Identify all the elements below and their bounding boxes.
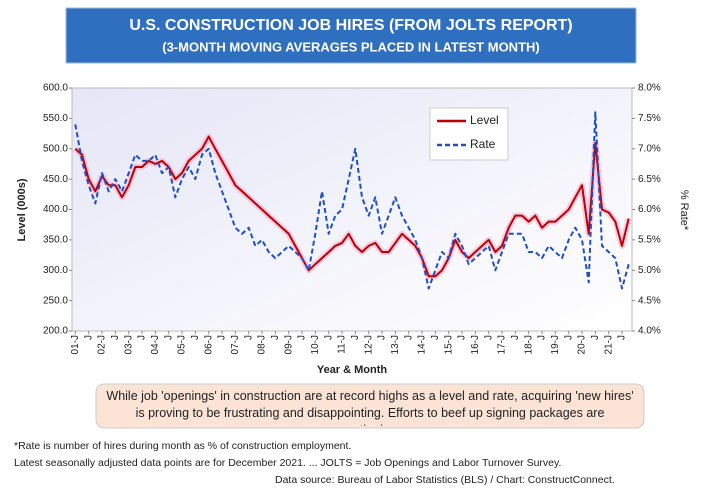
x-tick-label: J <box>243 335 254 340</box>
x-tick-label: 20-J <box>577 335 588 354</box>
y-axis-label: Level (000s) <box>16 178 28 241</box>
y2-tick-label: 7.5% <box>638 113 661 124</box>
y2-tick-label: 6.5% <box>638 174 661 185</box>
x-tick-label: J <box>403 335 414 340</box>
y-tick-label: 350.0 <box>43 235 68 246</box>
x-tick-label: J <box>457 335 468 340</box>
chart-title: U.S. CONSTRUCTION JOB HIRES (FROM JOLTS … <box>129 17 572 34</box>
x-tick-label: 11-J <box>337 335 348 354</box>
series-line <box>74 135 630 278</box>
legend-label: Level <box>470 113 499 127</box>
series-line <box>74 111 630 290</box>
x-tick-label: 01-J <box>70 335 81 354</box>
y-tick-label: 500.0 <box>43 143 68 154</box>
x-tick-label: J <box>510 335 521 340</box>
x-tick-label: J <box>377 335 388 340</box>
footnote: Data source: Bureau of Labor Statistics … <box>275 474 615 486</box>
x-tick-label: J <box>563 335 574 340</box>
y2-tick-label: 7.0% <box>638 143 661 154</box>
annotation: While job 'openings' in construction are… <box>106 389 634 426</box>
x-tick-label: 12-J <box>363 335 374 354</box>
x-tick-label: J <box>137 335 148 340</box>
x-tick-label: J <box>350 335 361 340</box>
y-tick-label: 200.0 <box>43 326 68 337</box>
x-tick-label: 05-J <box>177 335 188 354</box>
legend-label: Rate <box>470 137 496 151</box>
x-tick-label: J <box>217 335 228 340</box>
y-tick-label: 600.0 <box>43 83 68 94</box>
x-tick-label: 13-J <box>390 335 401 354</box>
x-tick-label: J <box>190 335 201 340</box>
x-tick-label: J <box>110 335 121 340</box>
y-tick-label: 450.0 <box>43 174 68 185</box>
legend <box>429 107 509 161</box>
x-tick-label: J <box>270 335 281 340</box>
y-tick-label: 300.0 <box>43 265 68 276</box>
x-tick-label: 08-J <box>257 335 268 354</box>
y-tick-label: 550.0 <box>43 113 68 124</box>
x-tick-label: 06-J <box>203 335 214 354</box>
y-tick-label: 250.0 <box>43 295 68 306</box>
plot-area <box>71 87 633 332</box>
x-tick-label: 03-J <box>123 335 134 354</box>
x-tick-label: 15-J <box>443 335 454 354</box>
footnote: Latest seasonally adjusted data points a… <box>14 457 561 469</box>
y2-tick-label: 4.5% <box>638 295 661 306</box>
x-tick-label: J <box>617 335 628 340</box>
x-tick-label: 09-J <box>283 335 294 354</box>
x-tick-label: J <box>537 335 548 340</box>
x-tick-label: J <box>430 335 441 340</box>
y2-tick-label: 4.0% <box>638 326 661 337</box>
x-tick-label: 02-J <box>97 335 108 354</box>
footnote: *Rate is number of hires during month as… <box>14 440 351 452</box>
y2-tick-label: 8.0% <box>638 83 661 94</box>
x-tick-label: J <box>163 335 174 340</box>
y2-tick-label: 5.5% <box>638 235 661 246</box>
x-tick-label: 07-J <box>230 335 241 354</box>
x-axis-label: Year & Month <box>317 364 388 376</box>
annotation-holder: While job 'openings' in construction are… <box>106 389 634 426</box>
x-tick-label: 14-J <box>417 335 428 354</box>
y2-tick-label: 6.0% <box>638 204 661 215</box>
y2-axis-label: % Rate* <box>678 190 690 231</box>
y-tick-label: 400.0 <box>43 204 68 215</box>
x-tick-label: J <box>297 335 308 340</box>
chart-subtitle: (3-MONTH MOVING AVERAGES PLACED IN LATES… <box>162 39 539 54</box>
x-tick-label: 16-J <box>470 335 481 354</box>
x-tick-label: J <box>83 335 94 340</box>
y2-tick-label: 5.0% <box>638 265 661 276</box>
x-tick-label: J <box>483 335 494 340</box>
x-tick-label: 17-J <box>497 335 508 354</box>
x-tick-label: 19-J <box>550 335 561 354</box>
title-box <box>65 7 637 64</box>
x-tick-label: 04-J <box>150 335 161 354</box>
x-tick-label: J <box>590 335 601 340</box>
x-tick-label: 21-J <box>603 335 614 354</box>
annotation-box <box>95 383 645 429</box>
x-tick-label: J <box>323 335 334 340</box>
x-tick-label: 18-J <box>523 335 534 354</box>
x-tick-label: 10-J <box>310 335 321 354</box>
